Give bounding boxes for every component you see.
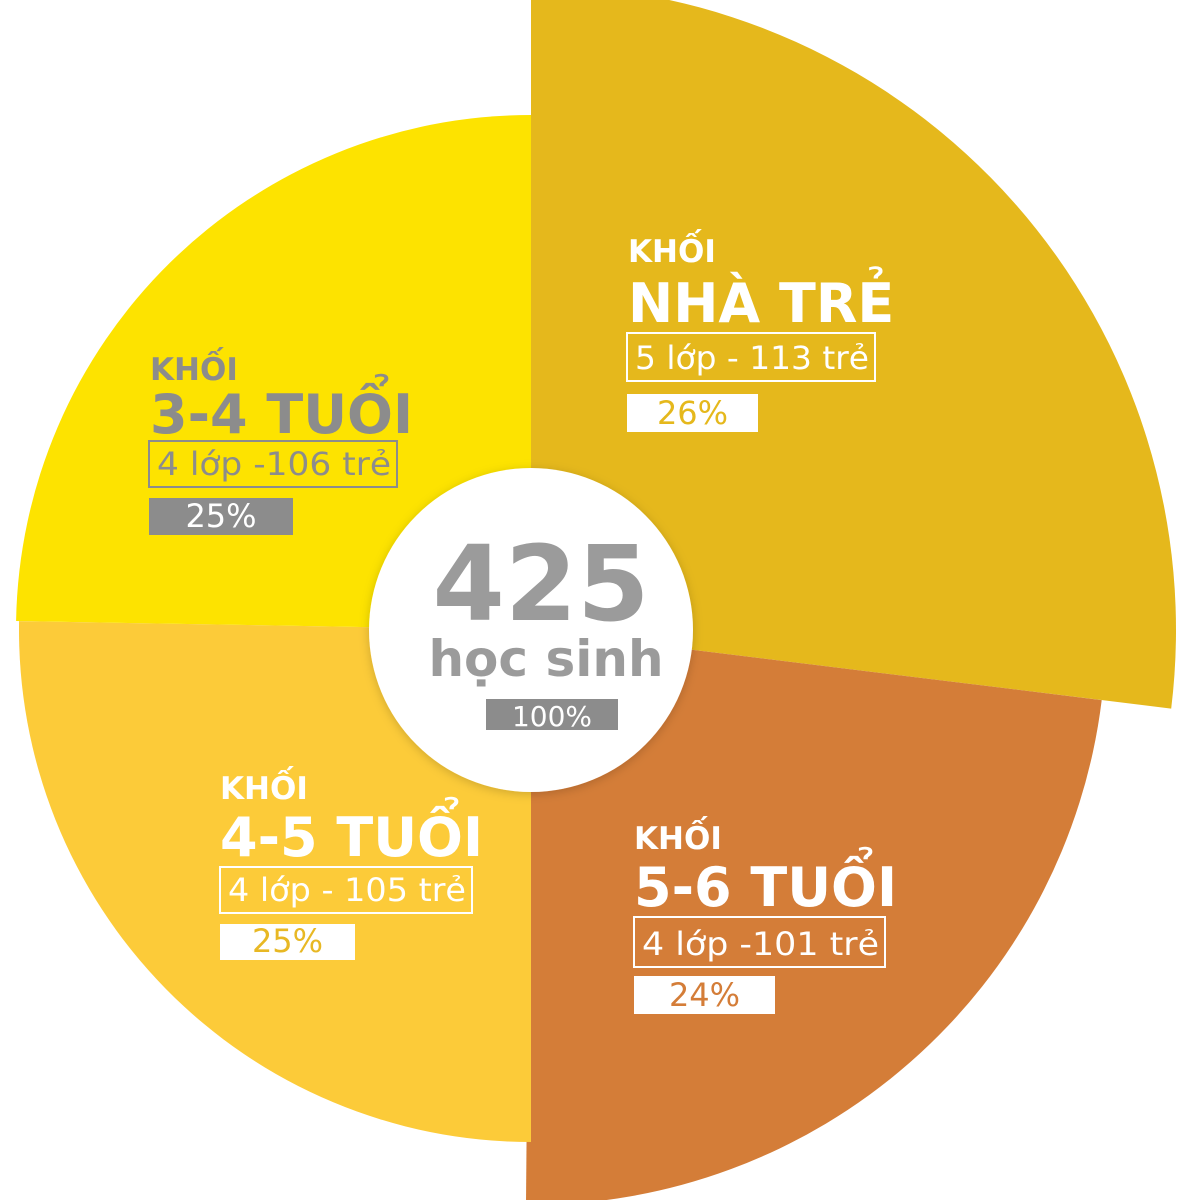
slice-name: 4-5 TUỔI <box>220 798 483 869</box>
slice-percent-box <box>220 924 355 960</box>
slice-detail-box <box>626 332 876 382</box>
pie-slice-4 <box>16 115 532 630</box>
slice-percent: 25% <box>185 497 256 535</box>
slice-detail-box <box>219 866 473 914</box>
slice-percent-box <box>627 394 758 432</box>
slice-percent-box <box>149 498 293 535</box>
pie-slices <box>16 0 1176 1200</box>
slice-prefix: KHỐI <box>634 816 722 857</box>
slice-percent: 24% <box>669 976 740 1014</box>
slice-prefix: KHỐI <box>628 229 716 270</box>
slice-percent: 25% <box>252 922 323 960</box>
total-percent-box <box>486 699 618 730</box>
total-percent: 100% <box>512 700 592 733</box>
total-count: 425 <box>432 523 649 645</box>
slice-detail: 4 lớp - 105 trẻ <box>228 871 466 909</box>
slice-prefix: KHỐI <box>220 766 308 807</box>
slice-name: 3-4 TUỔI <box>150 375 413 446</box>
slice-detail: 5 lớp - 113 trẻ <box>635 339 869 377</box>
pie-slice-2 <box>526 630 1102 1200</box>
slice-name: 5-6 TUỔI <box>634 848 897 919</box>
pie-slice-3 <box>18 621 532 1142</box>
slice-percent-box <box>634 976 775 1014</box>
slice-detail: 4 lớp -101 trẻ <box>642 925 879 963</box>
center-summary: 425 học sinh 100% <box>369 468 693 792</box>
slice-detail-box <box>148 440 398 488</box>
slice-percent: 26% <box>657 394 728 432</box>
total-unit: học sinh <box>428 630 663 688</box>
slice-detail-box <box>633 916 886 968</box>
slice-detail: 4 lớp -106 trẻ <box>157 445 391 483</box>
pie-slice-1 <box>531 0 1176 709</box>
slice-name: NHÀ TRẺ <box>628 267 894 335</box>
slice-prefix: KHỐI <box>150 347 238 388</box>
